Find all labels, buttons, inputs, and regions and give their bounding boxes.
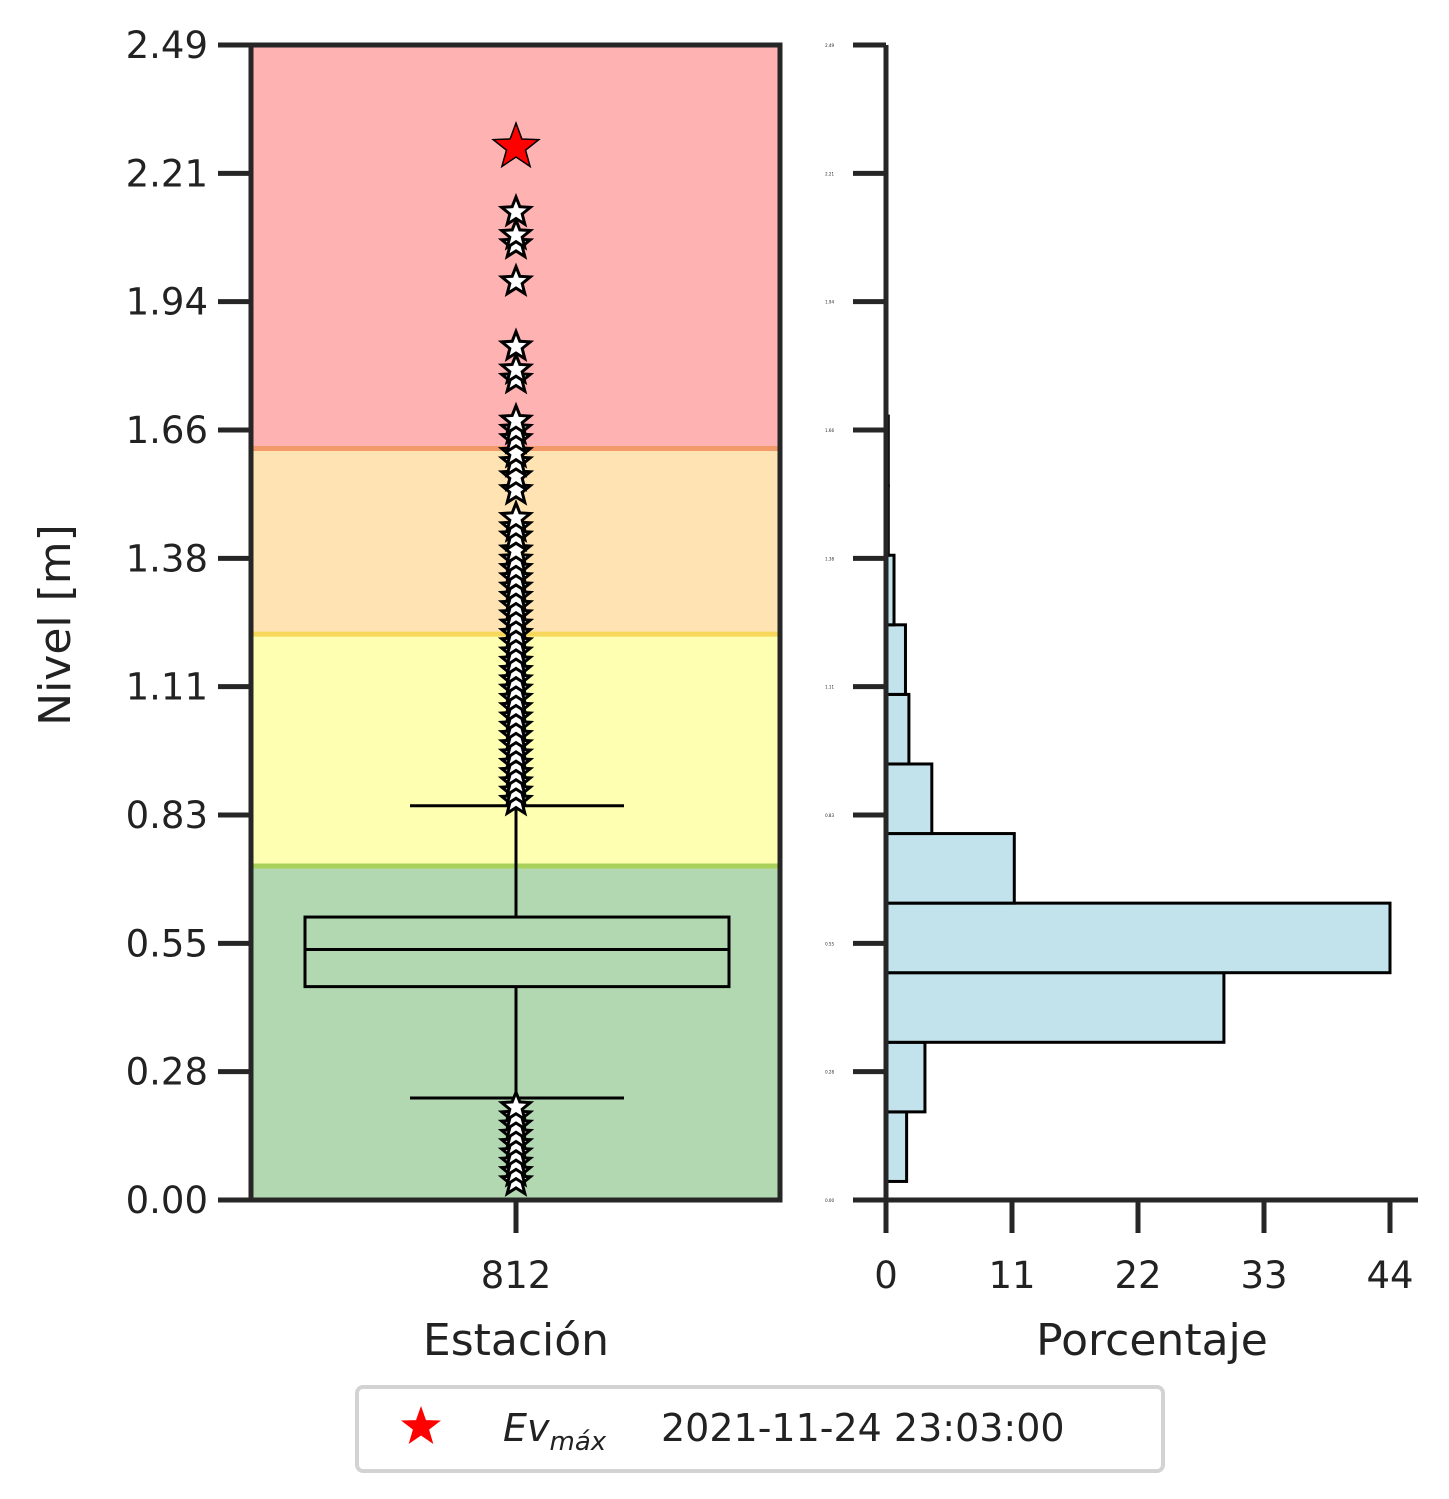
- hist-y-tick-label-1: 0.28: [825, 1070, 834, 1075]
- y-tick-label-5: 1.38: [126, 537, 208, 580]
- hist-bar-2: [884, 971, 1226, 1044]
- hist-bar-3: [884, 901, 1392, 975]
- outlier-point-37: [497, 401, 535, 437]
- hist-y-tick-label-3: 0.83: [825, 813, 834, 818]
- outlier-point-41: [497, 262, 535, 298]
- hist-y-tick-label-2: 0.55: [825, 941, 834, 946]
- y-tick-label-4: 1.11: [126, 666, 208, 709]
- hist-bar-0: [884, 1110, 909, 1183]
- outlier-point-43: [497, 216, 535, 251]
- legend-ev-main: Ev: [503, 1406, 550, 1450]
- hist-y-tick-label-7: 1.94: [825, 300, 834, 305]
- outlier-point-34: [497, 434, 535, 469]
- x-tick-label-812: 812: [481, 1254, 552, 1297]
- outlier-point-30: [497, 499, 535, 534]
- y-tick-label-2: 0.55: [126, 922, 208, 965]
- hist-x-tick-label-0: 0: [874, 1254, 898, 1297]
- legend-datetime: 2021-11-24 23:03:00: [661, 1406, 1065, 1450]
- left-x-axis: 812 Estación: [423, 1200, 609, 1366]
- y-tick-label-8: 2.21: [126, 152, 208, 195]
- y-tick-label-1: 0.28: [126, 1051, 208, 1094]
- hist-y-tick-label-9: 2.49: [825, 43, 834, 48]
- outlier-point-44: [497, 192, 535, 228]
- outlier-markers: [491, 120, 541, 1197]
- hist-bar-7: [884, 623, 907, 696]
- hist-y-tick-label-6: 1.66: [825, 428, 834, 433]
- y-tick-label-9: 2.49: [126, 24, 208, 67]
- hist-x-tick-label-3: 33: [1240, 1254, 1287, 1297]
- hist-x-tick-label-1: 11: [988, 1254, 1035, 1297]
- x-axis-title-estacion: Estación: [423, 1315, 609, 1366]
- hist-y-tick-label-5: 1.38: [825, 556, 834, 561]
- outlier-point-40: [497, 327, 535, 362]
- outlier-point-27: [497, 531, 535, 567]
- x-axis-title-porcentaje: Porcentaje: [1036, 1315, 1268, 1366]
- hist-bar-4: [884, 832, 1016, 905]
- legend-ev-label: Evmáx: [503, 1406, 607, 1457]
- outlier-point-31: [497, 471, 535, 506]
- hist-x-tick-label-2: 22: [1114, 1254, 1161, 1297]
- legend-box: [355, 1385, 1165, 1473]
- boxplot-panel: 0.00 0.28 0.55 0.83 1.11 1.38 1.66 1.94 2.21 2.49…: [30, 24, 783, 1366]
- y-tick-label-7: 1.94: [126, 281, 208, 324]
- hist-x-ticks: 0 11 22 33 44: [874, 1200, 1414, 1297]
- left-y-ticks: 0.00 0.28 0.55 0.83 1.11 1.38 1.66 1.94 2.21 2.49: [126, 24, 251, 1222]
- hist-y-tick-label-4: 1.11: [825, 685, 834, 690]
- outlier-point-39: [497, 350, 535, 386]
- hist-x-tick-label-4: 44: [1366, 1254, 1413, 1297]
- hist-y-tick-label-0: 0.00: [825, 1198, 834, 1203]
- hist-y-ticks: 0.00 0.28 0.55 0.83 1.11 1.38 1.66 1.94 2.21 2.49: [825, 42, 886, 1203]
- legend-ev-subscript: máx: [550, 1427, 607, 1457]
- y-tick-label-0: 0.00: [126, 1179, 208, 1222]
- hist-bar-5: [884, 762, 934, 836]
- y-tick-label-3: 0.83: [126, 794, 208, 837]
- box-iqr: [303, 915, 731, 989]
- outlier-point-53: [497, 1088, 535, 1123]
- y-axis-title-nivel: Nivel [m]: [30, 524, 81, 726]
- histogram-panel: 0.00 0.28 0.55 0.83 1.11 1.38 1.66 1.94 2.21 2.49…: [825, 42, 1418, 1366]
- hist-bar-1: [884, 1040, 927, 1114]
- hist-y-tick-label-8: 2.21: [825, 171, 834, 176]
- legend: Evmáx 2021-11-24 23:03:00: [355, 1385, 1165, 1473]
- histogram-bars: [884, 414, 1392, 1183]
- max-event-star: [491, 120, 541, 169]
- outlier-point-32: [497, 457, 535, 492]
- legend-star-icon: [401, 1406, 441, 1444]
- y-tick-label-6: 1.66: [126, 409, 208, 452]
- hist-bar-6: [884, 692, 911, 766]
